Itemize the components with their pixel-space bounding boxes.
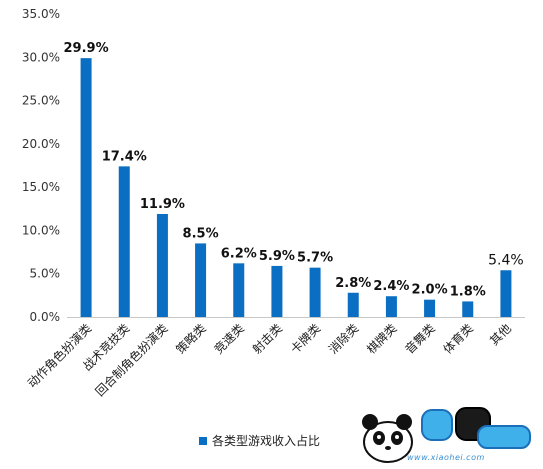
data-label: 5.9% (259, 249, 295, 264)
bar (118, 166, 130, 317)
y-tick-label: 15.0% (22, 180, 60, 194)
x-category-label: 其他 (487, 321, 514, 348)
data-label: 2.8% (335, 276, 371, 291)
bar (156, 213, 168, 317)
panda-logo-watermark (362, 407, 531, 463)
data-label: 5.7% (297, 251, 333, 266)
bar (80, 58, 92, 317)
y-tick-label: 0.0% (30, 310, 61, 324)
x-category-label: 策略类 (173, 321, 209, 357)
y-tick-label: 30.0% (22, 50, 60, 64)
data-label: 29.9% (64, 41, 109, 56)
x-category-label: 音舞类 (402, 321, 438, 357)
y-tick-label: 10.0% (22, 223, 60, 237)
legend: 各类型游戏收入占比 (199, 432, 320, 449)
x-category-label: 卡牌类 (288, 321, 323, 356)
watermark-url: www.xiaohei.com (407, 453, 485, 462)
x-category-label: 体育类 (440, 321, 476, 357)
legend-label: 各类型游戏收入占比 (212, 434, 321, 448)
y-tick-label: 5.0% (30, 267, 61, 281)
data-label: 8.5% (183, 226, 219, 241)
x-category-label: 回合制角色扮演类 (92, 321, 170, 399)
bar (500, 270, 512, 317)
bar (347, 292, 359, 317)
data-label: 1.8% (450, 284, 486, 299)
legend-swatch (199, 436, 207, 445)
bar (233, 263, 245, 317)
y-tick-label: 25.0% (22, 94, 60, 108)
data-label: 5.4% (488, 252, 524, 268)
x-category-label: 竞速类 (212, 321, 247, 356)
bar (195, 243, 207, 317)
y-tick-label: 20.0% (22, 137, 60, 151)
data-label: 2.4% (373, 279, 409, 294)
x-category-label: 动作角色扮演类 (24, 321, 94, 391)
data-label: 6.2% (221, 246, 257, 261)
x-category-label: 棋牌类 (364, 321, 399, 356)
data-label: 17.4% (102, 149, 147, 164)
x-category-label: 射击类 (249, 321, 285, 357)
data-label: 11.9% (140, 197, 185, 212)
x-category-label: 消除类 (325, 321, 361, 357)
bar (462, 301, 474, 317)
y-tick-label: 35.0% (22, 7, 60, 21)
bar (424, 299, 436, 317)
bar (271, 265, 283, 317)
data-label: 2.0% (412, 283, 448, 298)
bar (385, 296, 397, 317)
bar (309, 267, 321, 317)
